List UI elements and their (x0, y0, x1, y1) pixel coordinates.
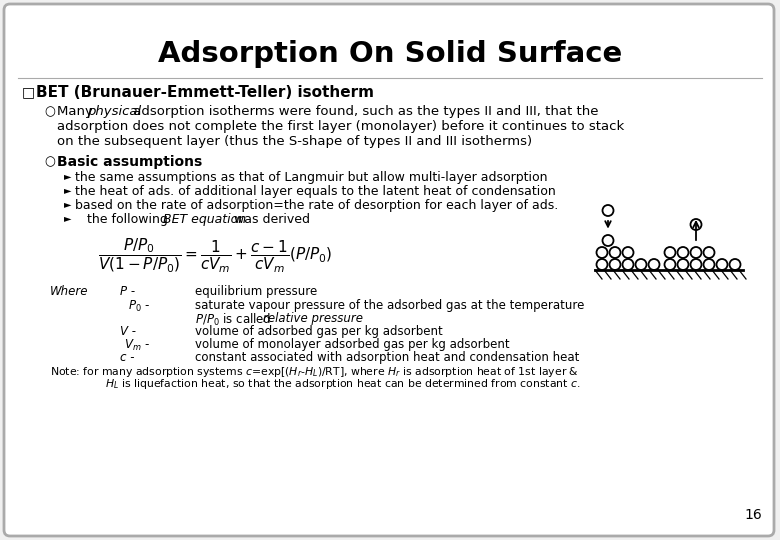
Text: volume of monolayer adsorbed gas per kg adsorbent: volume of monolayer adsorbed gas per kg … (195, 338, 509, 351)
Text: Basic assumptions: Basic assumptions (57, 155, 202, 169)
Text: ►: ► (64, 213, 72, 223)
Text: equilibrium pressure: equilibrium pressure (195, 285, 317, 298)
Text: on the subsequent layer (thus the S-shape of types II and III isotherms): on the subsequent layer (thus the S-shap… (57, 135, 532, 148)
Text: c -: c - (120, 351, 134, 364)
Text: $P_0$ -: $P_0$ - (128, 299, 151, 314)
Text: the heat of ads. of additional layer equals to the latent heat of condensation: the heat of ads. of additional layer equ… (75, 185, 555, 198)
Text: Adsorption On Solid Surface: Adsorption On Solid Surface (158, 40, 622, 68)
Text: BET equation: BET equation (163, 213, 246, 226)
FancyBboxPatch shape (4, 4, 774, 536)
Text: volume of adsorbed gas per kg adsorbent: volume of adsorbed gas per kg adsorbent (195, 325, 443, 338)
Text: BET (Brunauer-Emmett-Teller) isotherm: BET (Brunauer-Emmett-Teller) isotherm (36, 85, 374, 100)
Text: ►: ► (64, 185, 72, 195)
Text: $V_m$ -: $V_m$ - (124, 338, 150, 353)
Text: adsorption does not complete the first layer (monolayer) before it continues to : adsorption does not complete the first l… (57, 120, 624, 133)
Text: Many: Many (57, 105, 98, 118)
Text: physical: physical (87, 105, 141, 118)
Text: V -: V - (120, 325, 136, 338)
Text: □: □ (22, 85, 35, 99)
Text: based on the rate of adsorption=the rate of desorption for each layer of ads.: based on the rate of adsorption=the rate… (75, 199, 558, 212)
Text: Where: Where (50, 285, 88, 298)
Text: P -: P - (120, 285, 135, 298)
Text: the same assumptions as that of Langmuir but allow multi-layer adsorption: the same assumptions as that of Langmuir… (75, 171, 548, 184)
Text: constant associated with adsorption heat and condensation heat: constant associated with adsorption heat… (195, 351, 580, 364)
Text: ►: ► (64, 199, 72, 209)
Text: ►: ► (64, 171, 72, 181)
Text: $\dfrac{P/P_0}{V(1-P/P_0)} = \dfrac{1}{cV_m} + \dfrac{c-1}{cV_m}(P/P_0)$: $\dfrac{P/P_0}{V(1-P/P_0)} = \dfrac{1}{c… (98, 236, 332, 274)
Text: Note: for many adsorption systems $c$=exp[($H_r$-$H_L$)/RT], where $H_r$ is adso: Note: for many adsorption systems $c$=ex… (50, 365, 579, 379)
Text: 16: 16 (744, 508, 762, 522)
Text: ○: ○ (44, 105, 55, 118)
Text: saturate vapour pressure of the adsorbed gas at the temperature: saturate vapour pressure of the adsorbed… (195, 299, 584, 312)
Text: was derived: was derived (230, 213, 310, 226)
Text: relative pressure: relative pressure (263, 312, 363, 325)
Text: ○: ○ (44, 155, 55, 168)
Text: adsorption isotherms were found, such as the types II and III, that the: adsorption isotherms were found, such as… (129, 105, 598, 118)
Text: $H_L$ is liquefaction heat, so that the adsorption heat can be determined from c: $H_L$ is liquefaction heat, so that the … (105, 377, 581, 391)
Text: the following: the following (75, 213, 172, 226)
Text: $P/P_0$ is called: $P/P_0$ is called (195, 312, 272, 328)
